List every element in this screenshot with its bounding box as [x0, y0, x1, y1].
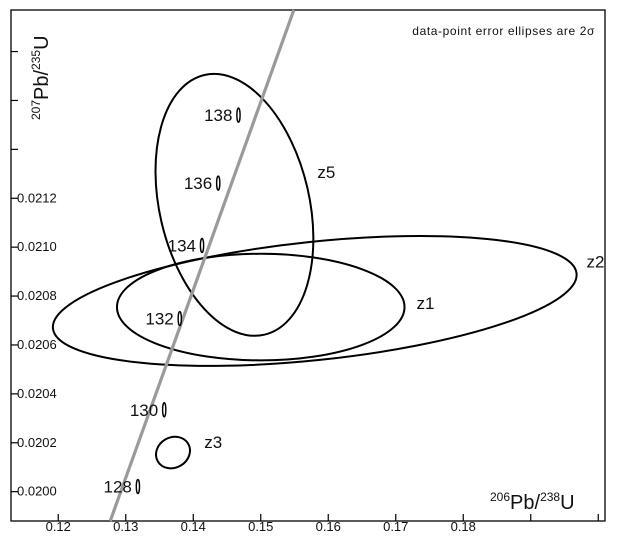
- y-tick-label: 0.0210: [17, 239, 57, 254]
- y-tick-label: 0.0208: [17, 288, 57, 303]
- x-tick-label: 0.18: [451, 519, 476, 534]
- labels-layer: 128 130 132 134 136 138 z5 z2 z1 z3: [104, 106, 605, 496]
- x-tick-label: 0.14: [181, 519, 206, 534]
- x-axis-sup1: 206: [490, 490, 510, 504]
- x-tick-label: 0.13: [113, 519, 138, 534]
- x-axis-main1: Pb/: [510, 492, 540, 514]
- y-axis-main2: U: [31, 35, 53, 49]
- series-label-z5: z5: [317, 163, 335, 182]
- error-ellipse-z1: [115, 252, 406, 362]
- y-axis-title: 207Pb/235U: [29, 35, 53, 120]
- error-ellipse-z3: [155, 435, 191, 470]
- x-tick-label: 0.16: [316, 519, 341, 534]
- age-label-138: 138: [204, 106, 232, 125]
- x-tick-label: 0.15: [248, 519, 273, 534]
- age-label-134: 134: [168, 236, 196, 255]
- age-marker-136: [215, 175, 221, 191]
- y-tick-label: 0.0200: [17, 484, 57, 499]
- age-marker-132: [177, 310, 183, 327]
- x-tick-label: 0.12: [46, 519, 71, 534]
- plot-frame: [10, 9, 606, 522]
- series-label-z3: z3: [204, 433, 222, 452]
- y-tick-label: 0.0204: [17, 386, 57, 401]
- age-marker-130: [161, 402, 167, 418]
- y-tick-label: 0.0206: [17, 337, 57, 352]
- x-axis-title: 206Pb/238U: [490, 490, 575, 514]
- x-tick-label: 0.17: [383, 519, 408, 534]
- age-label-128: 128: [104, 478, 132, 497]
- y-axis-main1: Pb/: [31, 70, 53, 100]
- series-label-z1: z1: [417, 294, 435, 313]
- error-ellipse-z5: [154, 72, 315, 337]
- y-axis-sup1: 207: [29, 100, 43, 120]
- age-label-130: 130: [130, 401, 158, 420]
- error-ellipse-z2: [51, 234, 578, 367]
- age-label-132: 132: [145, 310, 173, 329]
- x-axis-sup2: 238: [540, 490, 560, 504]
- y-axis-sup2: 235: [29, 50, 43, 70]
- age-label-136: 136: [184, 174, 212, 193]
- y-tick-label: 0.0202: [17, 435, 57, 450]
- x-axis-main2: U: [560, 492, 574, 514]
- y-tick-label: 0.0212: [17, 190, 57, 205]
- age-marker-128: [135, 478, 141, 495]
- concordia-layer: [108, 9, 296, 522]
- series-label-z2: z2: [587, 252, 605, 271]
- age-marker-138: [236, 107, 241, 123]
- annotation-note: data-point error ellipses are 2σ: [412, 24, 595, 38]
- ticks-layer: 0.0200 0.0202 0.0204 0.0206 0.0208 0.0210 0.02…: [11, 50, 599, 534]
- concordia-line: [108, 9, 296, 522]
- age-marker-134: [199, 237, 205, 254]
- ellipses-layer: [51, 72, 578, 470]
